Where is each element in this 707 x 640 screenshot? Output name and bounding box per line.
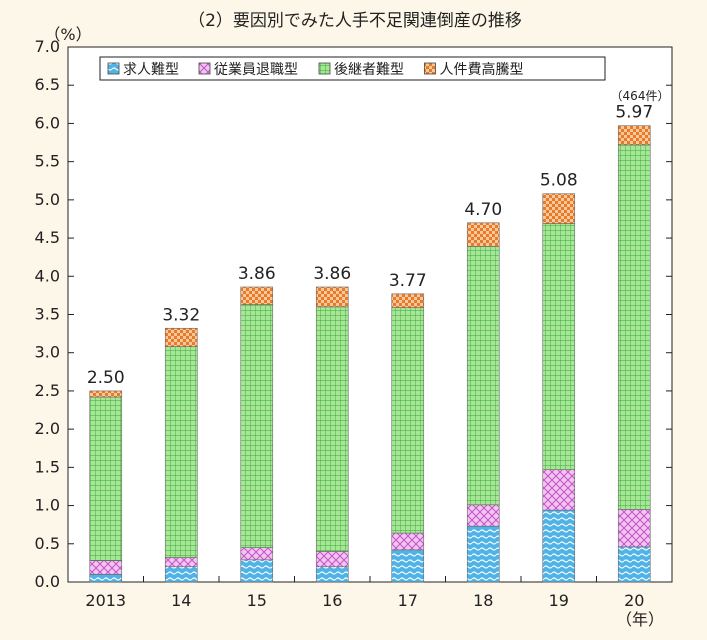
bar-segment	[164, 566, 198, 583]
bar-segment	[240, 559, 274, 583]
bar-segment	[391, 293, 425, 308]
y-tick-label: 6.0	[35, 113, 60, 132]
bar-total-label: 2.50	[87, 368, 125, 388]
bar-segment	[391, 307, 425, 534]
y-axis: 0.0 0.5 1.0 1.5 2.0 2.5 3.0 3.5 4.0 4.5 5.0 5.5 6.0 6…	[35, 37, 672, 591]
bar-total-label: 5.08	[540, 171, 578, 191]
legend: 求人難型 従業員退職型 後継者難型 人件費高騰型	[99, 56, 606, 81]
x-tick-label: 16	[322, 591, 342, 610]
bar-total-label: 4.70	[464, 200, 502, 220]
bar-segment	[466, 222, 500, 247]
bar-segment	[617, 125, 651, 146]
bar-total-label: 5.97	[615, 103, 653, 123]
bar-segment	[391, 549, 425, 583]
x-axis-unit: （年）	[616, 610, 664, 629]
x-axis: 2013 14 15 16 17 18 19 20	[67, 576, 644, 610]
x-tick-label: 18	[473, 591, 493, 610]
x-tick-label: 19	[549, 591, 569, 610]
y-tick-label: 1.0	[35, 496, 60, 515]
bar-segment	[542, 509, 576, 583]
bar-segment	[315, 306, 349, 552]
legend-label: 従業員退職型	[214, 62, 298, 78]
bar-segment	[315, 551, 349, 568]
y-tick-label: 4.0	[35, 266, 60, 285]
bar-segment	[542, 469, 576, 511]
bar-segment	[89, 574, 123, 583]
x-tick-label: 2013	[85, 591, 126, 610]
y-tick-label: 7.0	[35, 37, 60, 56]
bar-segment	[617, 509, 651, 548]
bar-segment	[617, 546, 651, 583]
x-tick-label: 15	[247, 591, 267, 610]
bar-total-label: 3.86	[238, 264, 276, 284]
bar-segment	[164, 557, 198, 568]
bar-total-label: 3.86	[313, 264, 351, 284]
y-tick-label: 4.5	[35, 228, 60, 247]
bar-segment	[164, 327, 198, 347]
y-tick-label: 1.5	[35, 457, 60, 476]
chart-title: （2）要因別でみた人手不足関連倒産の推移	[188, 11, 522, 31]
bar-total-label: 3.77	[389, 271, 427, 291]
bar-segment	[542, 193, 576, 224]
y-tick-label: 0.5	[35, 534, 60, 553]
legend-swatch	[107, 62, 120, 75]
bar-segment	[391, 532, 425, 551]
y-tick-label: 3.0	[35, 343, 60, 362]
bar-segment	[466, 246, 500, 506]
bar-segment	[240, 547, 274, 561]
y-tick-label: 6.5	[35, 75, 60, 94]
y-tick-label: 0.0	[35, 572, 60, 591]
x-tick-label: 17	[398, 591, 418, 610]
legend-frame	[99, 56, 606, 81]
bar-segment	[617, 144, 651, 510]
annotation-count: （464件）	[611, 89, 670, 103]
bars: 2.50 3.32 3.86 3.86 3.77 4.70 5.08 5.97	[87, 103, 653, 583]
bar-total-label: 3.32	[162, 305, 200, 325]
y-tick-label: 3.5	[35, 305, 60, 324]
bar-segment	[542, 223, 576, 470]
legend-label: 人件費高騰型	[440, 61, 524, 78]
bar-segment	[89, 390, 123, 398]
legend-label: 後継者難型	[334, 62, 404, 78]
y-tick-label: 5.0	[35, 190, 60, 209]
bar-segment	[89, 560, 123, 575]
bar-segment	[89, 396, 123, 561]
legend-swatch	[424, 62, 436, 75]
legend-swatch	[318, 62, 331, 75]
bar-segment	[315, 566, 349, 583]
bar-segment	[315, 286, 349, 308]
y-tick-label: 2.0	[35, 419, 60, 438]
y-axis-unit: （%）	[44, 25, 91, 44]
legend-label: 求人難型	[123, 62, 179, 78]
bar-segment	[240, 304, 274, 548]
bar-segment	[466, 504, 500, 527]
x-tick-label: 20	[624, 591, 644, 610]
y-tick-label: 5.5	[35, 152, 60, 171]
bar-segment	[240, 286, 274, 305]
legend-swatch	[198, 62, 211, 75]
bar-segment	[466, 525, 500, 583]
bar-segment	[164, 346, 198, 558]
y-tick-label: 2.5	[35, 381, 60, 400]
x-tick-label: 14	[171, 591, 191, 610]
plot-frame	[67, 46, 673, 583]
